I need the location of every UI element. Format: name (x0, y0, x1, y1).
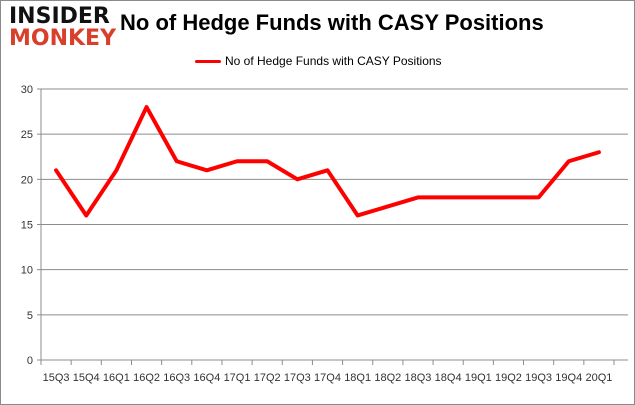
x-tick-label: 16Q1 (103, 372, 130, 384)
y-tick-label: 30 (21, 84, 33, 96)
x-tick-label: 16Q3 (163, 372, 190, 384)
x-tick-label: 17Q2 (254, 372, 281, 384)
x-tick-label: 18Q1 (344, 372, 371, 384)
x-tick-label: 19Q2 (495, 372, 522, 384)
x-tick-label: 17Q3 (284, 372, 311, 384)
insider-monkey-logo: INSIDER MONKEY (9, 6, 117, 50)
x-tick-label: 17Q4 (314, 372, 341, 384)
series-line (54, 105, 601, 218)
logo-line-2: MONKEY (9, 26, 117, 51)
x-tick-label: 19Q1 (465, 372, 492, 384)
legend-label: No of Hedge Funds with CASY Positions (225, 54, 442, 68)
x-tick-label: 18Q2 (374, 372, 401, 384)
x-tick-label: 19Q4 (555, 372, 582, 384)
x-tick-label: 16Q4 (193, 372, 220, 384)
legend-swatch (195, 59, 221, 63)
x-tick-label: 18Q4 (435, 372, 462, 384)
x-tick-label: 18Q3 (405, 372, 432, 384)
x-tick-label: 20Q1 (585, 372, 612, 384)
logo-line-1: INSIDER (9, 4, 110, 29)
y-tick-label: 15 (21, 220, 33, 232)
y-tick-label: 20 (21, 174, 33, 186)
y-tick-label: 10 (21, 265, 33, 277)
y-tick-label: 0 (27, 355, 33, 367)
y-tick-label: 5 (27, 310, 33, 322)
legend: No of Hedge Funds with CASY Positions (195, 54, 442, 68)
chart-title: No of Hedge Funds with CASY Positions (120, 10, 544, 35)
x-tick-label: 15Q3 (43, 372, 70, 384)
x-tick-label: 16Q2 (133, 372, 160, 384)
y-tick-label: 25 (21, 129, 33, 141)
x-tick-label: 17Q1 (224, 372, 251, 384)
x-tick-label: 15Q4 (73, 372, 100, 384)
x-tick-label: 19Q3 (525, 372, 552, 384)
